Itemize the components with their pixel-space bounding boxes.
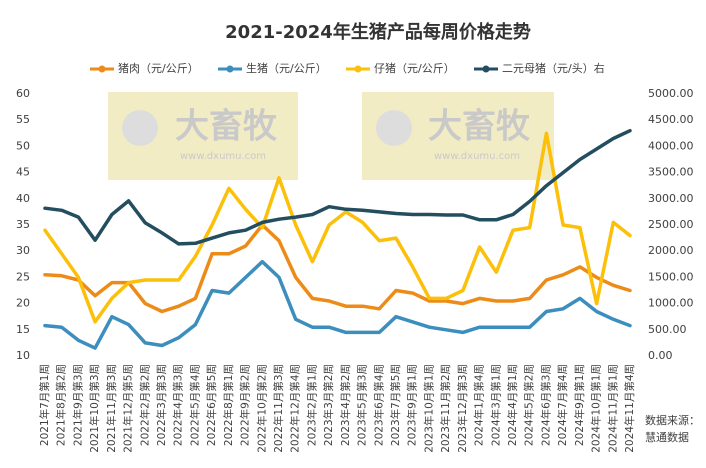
x-tick-label: 2021年11月第3周 xyxy=(105,364,118,453)
watermark-url: www.dxumu.com xyxy=(434,151,520,162)
x-tick-label: 2021年12月第5周 xyxy=(122,364,135,453)
y2-tick-label: 0.00 xyxy=(648,349,673,362)
y2-tick-label: 2000.00 xyxy=(648,244,694,257)
series-line xyxy=(43,223,632,314)
y2-tick-label: 1500.00 xyxy=(648,270,694,283)
y-tick-label: 15 xyxy=(16,323,30,336)
y-tick-label: 25 xyxy=(16,270,30,283)
x-tick-label: 2024年11月第1周 xyxy=(606,364,619,453)
y2-tick-label: 500.00 xyxy=(648,323,687,336)
y-tick-label: 55 xyxy=(16,113,30,126)
x-tick-label: 2024年4月第1周 xyxy=(506,364,519,446)
y-tick-label: 40 xyxy=(16,192,30,205)
y-tick-label: 10 xyxy=(16,349,30,362)
x-tick-label: 2024年1月第4周 xyxy=(473,364,486,446)
series-line xyxy=(43,128,632,246)
y2-tick-label: 2500.00 xyxy=(648,218,694,231)
x-tick-label: 2023年5月第3周 xyxy=(356,364,369,446)
x-tick-label: 2022年8月第1周 xyxy=(222,364,235,446)
y2-tick-label: 4000.00 xyxy=(648,139,694,152)
x-tick-label: 2024年11月第4周 xyxy=(623,364,636,453)
y2-tick-label: 3000.00 xyxy=(648,192,694,205)
y2-tick-label: 3500.00 xyxy=(648,166,694,179)
x-tick-label: 2021年9月第3周 xyxy=(71,364,84,446)
legend-swatch xyxy=(98,65,106,73)
watermark-logo xyxy=(376,110,412,146)
legend-label: 生猪（元/公斤） xyxy=(246,61,327,75)
watermark: 大畜牧 xyxy=(175,107,278,147)
source: 数据来源： xyxy=(645,413,700,427)
x-tick-label: 2022年2月第2周 xyxy=(138,364,151,446)
chart-title: 2021-2024年生猪产品每周价格走势 xyxy=(225,21,531,43)
y2-tick-label: 1000.00 xyxy=(648,297,694,310)
x-tick-label: 2022年10月第2周 xyxy=(255,364,268,453)
x-tick-label: 2023年2月第1周 xyxy=(305,364,318,446)
x-tick-label: 2023年4月第2周 xyxy=(339,364,352,446)
legend-swatch xyxy=(226,65,234,73)
x-tick-label: 2022年5月第4周 xyxy=(188,364,201,446)
x-tick-label: 2023年11月第2周 xyxy=(439,364,452,453)
x-tick-label: 2023年3月第2周 xyxy=(322,364,335,446)
watermark-logo xyxy=(122,110,158,146)
series-line xyxy=(43,131,632,324)
x-tick-label: 2022年4月第3周 xyxy=(172,364,185,446)
x-tick-label: 2024年5月第2周 xyxy=(523,364,536,446)
x-tick-label: 2022年9月第2周 xyxy=(239,364,252,446)
legend-label: 二元母猪（元/头）右 xyxy=(502,61,605,75)
series-line xyxy=(43,259,632,350)
legend-label: 仔猪（元/公斤） xyxy=(374,62,455,75)
y-tick-label: 45 xyxy=(16,166,30,179)
y-tick-label: 50 xyxy=(16,139,30,152)
x-tick-label: 2022年12月第4周 xyxy=(289,364,302,453)
x-tick-label: 2024年6月第3周 xyxy=(539,364,552,446)
x-tick-label: 2021年10月第3周 xyxy=(88,364,101,453)
legend-label: 猪肉（元/公斤） xyxy=(118,62,199,75)
y2-tick-label: 5000.00 xyxy=(648,87,694,100)
x-tick-label: 2023年6月第4周 xyxy=(372,364,385,446)
watermark-url: www.dxumu.com xyxy=(180,151,266,162)
x-tick-label: 2024年7月第4周 xyxy=(556,364,569,446)
x-tick-label: 2023年10月第1周 xyxy=(422,364,435,453)
y-tick-label: 20 xyxy=(16,297,30,310)
x-tick-label: 2024年9月第1周 xyxy=(573,364,586,446)
x-tick-label: 2023年9月第1周 xyxy=(406,364,419,446)
x-tick-label: 2022年3月第3周 xyxy=(155,364,168,446)
y-tick-label: 30 xyxy=(16,244,30,257)
watermark: 大畜牧 xyxy=(428,107,531,147)
x-tick-label: 2021年7月第1周 xyxy=(38,364,51,446)
x-tick-label: 2024年10月第1周 xyxy=(590,364,603,453)
legend-swatch xyxy=(354,65,362,73)
x-tick-label: 2022年6月第5周 xyxy=(205,364,218,446)
x-tick-label: 2023年12月第3周 xyxy=(456,364,469,453)
y-tick-label: 35 xyxy=(16,218,30,231)
x-tick-label: 2024年3月第1周 xyxy=(489,364,502,446)
legend-swatch xyxy=(482,65,490,73)
x-tick-label: 2023年7月第5周 xyxy=(389,364,402,446)
x-tick-label: 2021年8月第2周 xyxy=(55,364,68,446)
source: 慧通数据 xyxy=(645,430,689,444)
y-tick-label: 60 xyxy=(16,87,30,100)
y2-tick-label: 4500.00 xyxy=(648,113,694,126)
x-tick-label: 2022年11月第3周 xyxy=(272,364,285,453)
